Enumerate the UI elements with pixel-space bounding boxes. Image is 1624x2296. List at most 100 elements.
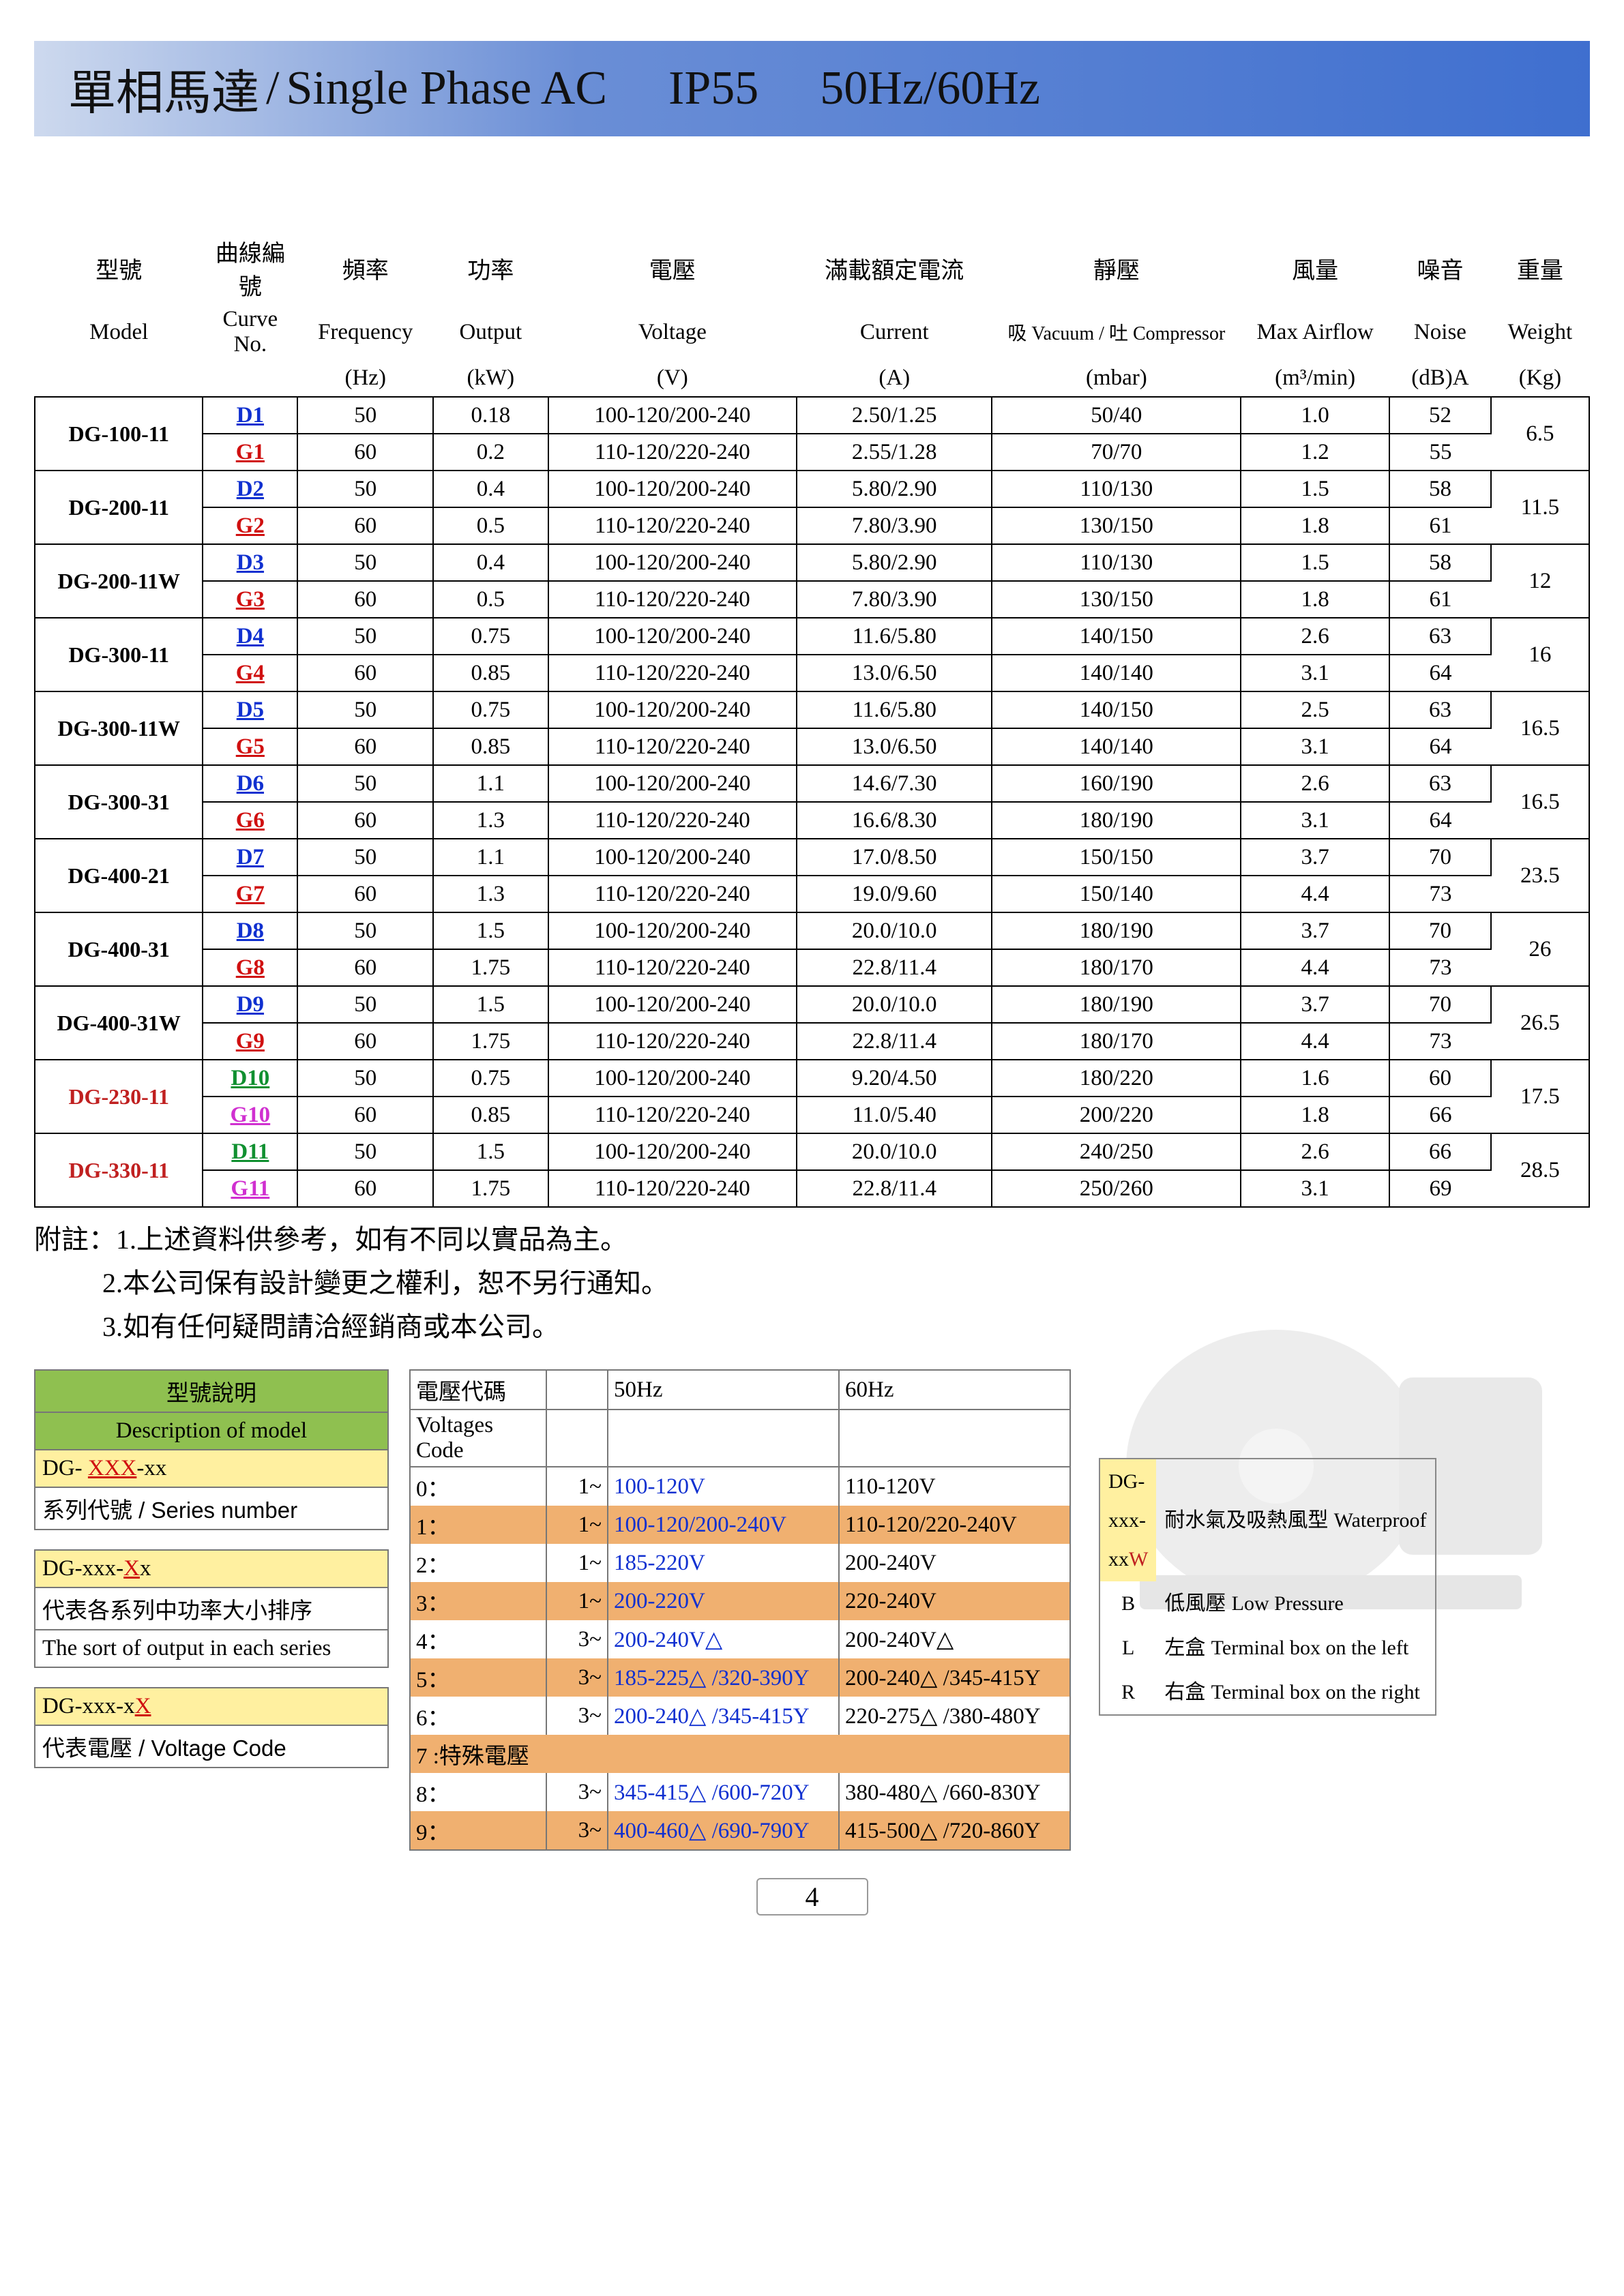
data-cell: 70 bbox=[1389, 839, 1491, 876]
data-cell: 110-120/220-240 bbox=[548, 1170, 797, 1207]
notes-1: 1.上述資料供參考，如有不同以實品為主。 bbox=[116, 1224, 628, 1255]
data-cell: 1.75 bbox=[433, 1023, 548, 1060]
data-cell: 60 bbox=[297, 434, 433, 471]
data-cell: 50 bbox=[297, 544, 433, 581]
data-cell: 50 bbox=[297, 1133, 433, 1170]
data-cell: 3.1 bbox=[1241, 1170, 1389, 1207]
data-cell: 17.0/8.50 bbox=[797, 839, 992, 876]
header-cn-9: 重量 bbox=[1491, 232, 1589, 304]
volt-code: 0： bbox=[410, 1467, 546, 1506]
data-cell: 13.0/6.50 bbox=[797, 728, 992, 765]
data-cell: 1.75 bbox=[433, 1170, 548, 1207]
data-cell: 60 bbox=[1389, 1060, 1491, 1097]
data-cell: 50 bbox=[297, 986, 433, 1023]
header-unit-4: (V) bbox=[548, 360, 797, 397]
volt-phase: 3~ bbox=[546, 1773, 608, 1811]
volt-code: 3： bbox=[410, 1582, 546, 1620]
data-cell: 1.75 bbox=[433, 949, 548, 986]
header-en-3: Output bbox=[433, 304, 548, 360]
data-cell: 16.6/8.30 bbox=[797, 802, 992, 839]
data-cell: 60 bbox=[297, 876, 433, 912]
suffix-code: B bbox=[1099, 1581, 1156, 1626]
data-cell: 50/40 bbox=[992, 397, 1241, 434]
desc-txt-2a: 代表各系列中功率大小排序 bbox=[35, 1587, 388, 1630]
data-cell: 0.5 bbox=[433, 507, 548, 544]
curve-cell: G6 bbox=[203, 802, 297, 839]
data-cell: 7.80/3.90 bbox=[797, 507, 992, 544]
volt-60: 380-480△ /660-830Y bbox=[839, 1773, 1070, 1811]
data-cell: 61 bbox=[1389, 507, 1491, 544]
data-cell: 4.4 bbox=[1241, 1023, 1389, 1060]
title-sep: / bbox=[266, 61, 279, 116]
data-cell: 22.8/11.4 bbox=[797, 1023, 992, 1060]
data-cell: 20.0/10.0 bbox=[797, 986, 992, 1023]
title-bar: 單相馬達 / Single Phase AC IP55 50Hz/60Hz bbox=[34, 41, 1590, 136]
weight-cell: 16.5 bbox=[1491, 765, 1589, 839]
data-cell: 3.1 bbox=[1241, 655, 1389, 691]
curve-cell: D2 bbox=[203, 471, 297, 507]
data-cell: 1.5 bbox=[1241, 471, 1389, 507]
data-cell: 50 bbox=[297, 618, 433, 655]
volt-50: 200-240V△ bbox=[608, 1620, 839, 1658]
volt-code: 9： bbox=[410, 1811, 546, 1850]
data-cell: 60 bbox=[297, 655, 433, 691]
data-cell: 0.85 bbox=[433, 1097, 548, 1133]
model-cell: DG-230-11 bbox=[35, 1060, 203, 1133]
suffix-code: L bbox=[1099, 1626, 1156, 1670]
volt-50: 100-120V bbox=[608, 1467, 839, 1506]
data-cell: 140/150 bbox=[992, 618, 1241, 655]
data-cell: 1.8 bbox=[1241, 581, 1389, 618]
data-cell: 3.7 bbox=[1241, 986, 1389, 1023]
volt-code: 1： bbox=[410, 1506, 546, 1544]
curve-cell: G11 bbox=[203, 1170, 297, 1207]
model-cell: DG-300-31 bbox=[35, 765, 203, 839]
data-cell: 1.5 bbox=[433, 912, 548, 949]
desc-code-2: DG-xxx-Xx bbox=[35, 1550, 388, 1587]
data-cell: 100-120/200-240 bbox=[548, 1060, 797, 1097]
data-cell: 180/170 bbox=[992, 1023, 1241, 1060]
data-cell: 1.5 bbox=[433, 986, 548, 1023]
data-cell: 60 bbox=[297, 1097, 433, 1133]
notes-2: 2.本公司保有設計變更之權利，恕不另行通知。 bbox=[102, 1268, 668, 1298]
suffix-code: DG-xxx-xxW bbox=[1099, 1459, 1156, 1581]
data-cell: 100-120/200-240 bbox=[548, 1133, 797, 1170]
data-cell: 60 bbox=[297, 581, 433, 618]
data-cell: 3.1 bbox=[1241, 728, 1389, 765]
data-cell: 100-120/200-240 bbox=[548, 986, 797, 1023]
data-cell: 180/170 bbox=[992, 949, 1241, 986]
data-cell: 61 bbox=[1389, 581, 1491, 618]
header-en-0: Model bbox=[35, 304, 203, 360]
curve-cell: D5 bbox=[203, 691, 297, 728]
data-cell: 110-120/220-240 bbox=[548, 876, 797, 912]
data-cell: 1.2 bbox=[1241, 434, 1389, 471]
title-en2: IP55 bbox=[668, 61, 758, 116]
data-cell: 100-120/200-240 bbox=[548, 618, 797, 655]
data-cell: 140/150 bbox=[992, 691, 1241, 728]
curve-cell: D7 bbox=[203, 839, 297, 876]
volt-phase: 3~ bbox=[546, 1697, 608, 1735]
curve-cell: G1 bbox=[203, 434, 297, 471]
desc-code-1: DG- XXX-xx bbox=[35, 1450, 388, 1487]
volt-50: 100-120/200-240V bbox=[608, 1506, 839, 1544]
data-cell: 0.75 bbox=[433, 1060, 548, 1097]
data-cell: 110-120/220-240 bbox=[548, 434, 797, 471]
curve-cell: G3 bbox=[203, 581, 297, 618]
header-cn-3: 功率 bbox=[433, 232, 548, 304]
model-cell: DG-300-11W bbox=[35, 691, 203, 765]
data-cell: 0.18 bbox=[433, 397, 548, 434]
volt-60: 415-500△ /720-860Y bbox=[839, 1811, 1070, 1850]
header-unit-9: (Kg) bbox=[1491, 360, 1589, 397]
volt-50: 200-220V bbox=[608, 1582, 839, 1620]
volt-60: 200-240△ /345-415Y bbox=[839, 1658, 1070, 1697]
data-cell: 1.8 bbox=[1241, 507, 1389, 544]
data-cell: 250/260 bbox=[992, 1170, 1241, 1207]
curve-cell: D4 bbox=[203, 618, 297, 655]
data-cell: 200/220 bbox=[992, 1097, 1241, 1133]
data-cell: 110-120/220-240 bbox=[548, 1097, 797, 1133]
title-en1: Single Phase AC bbox=[286, 61, 607, 116]
volt-code: 5： bbox=[410, 1658, 546, 1697]
data-cell: 100-120/200-240 bbox=[548, 691, 797, 728]
header-en-8: Noise bbox=[1389, 304, 1491, 360]
data-cell: 100-120/200-240 bbox=[548, 765, 797, 802]
data-cell: 110/130 bbox=[992, 544, 1241, 581]
